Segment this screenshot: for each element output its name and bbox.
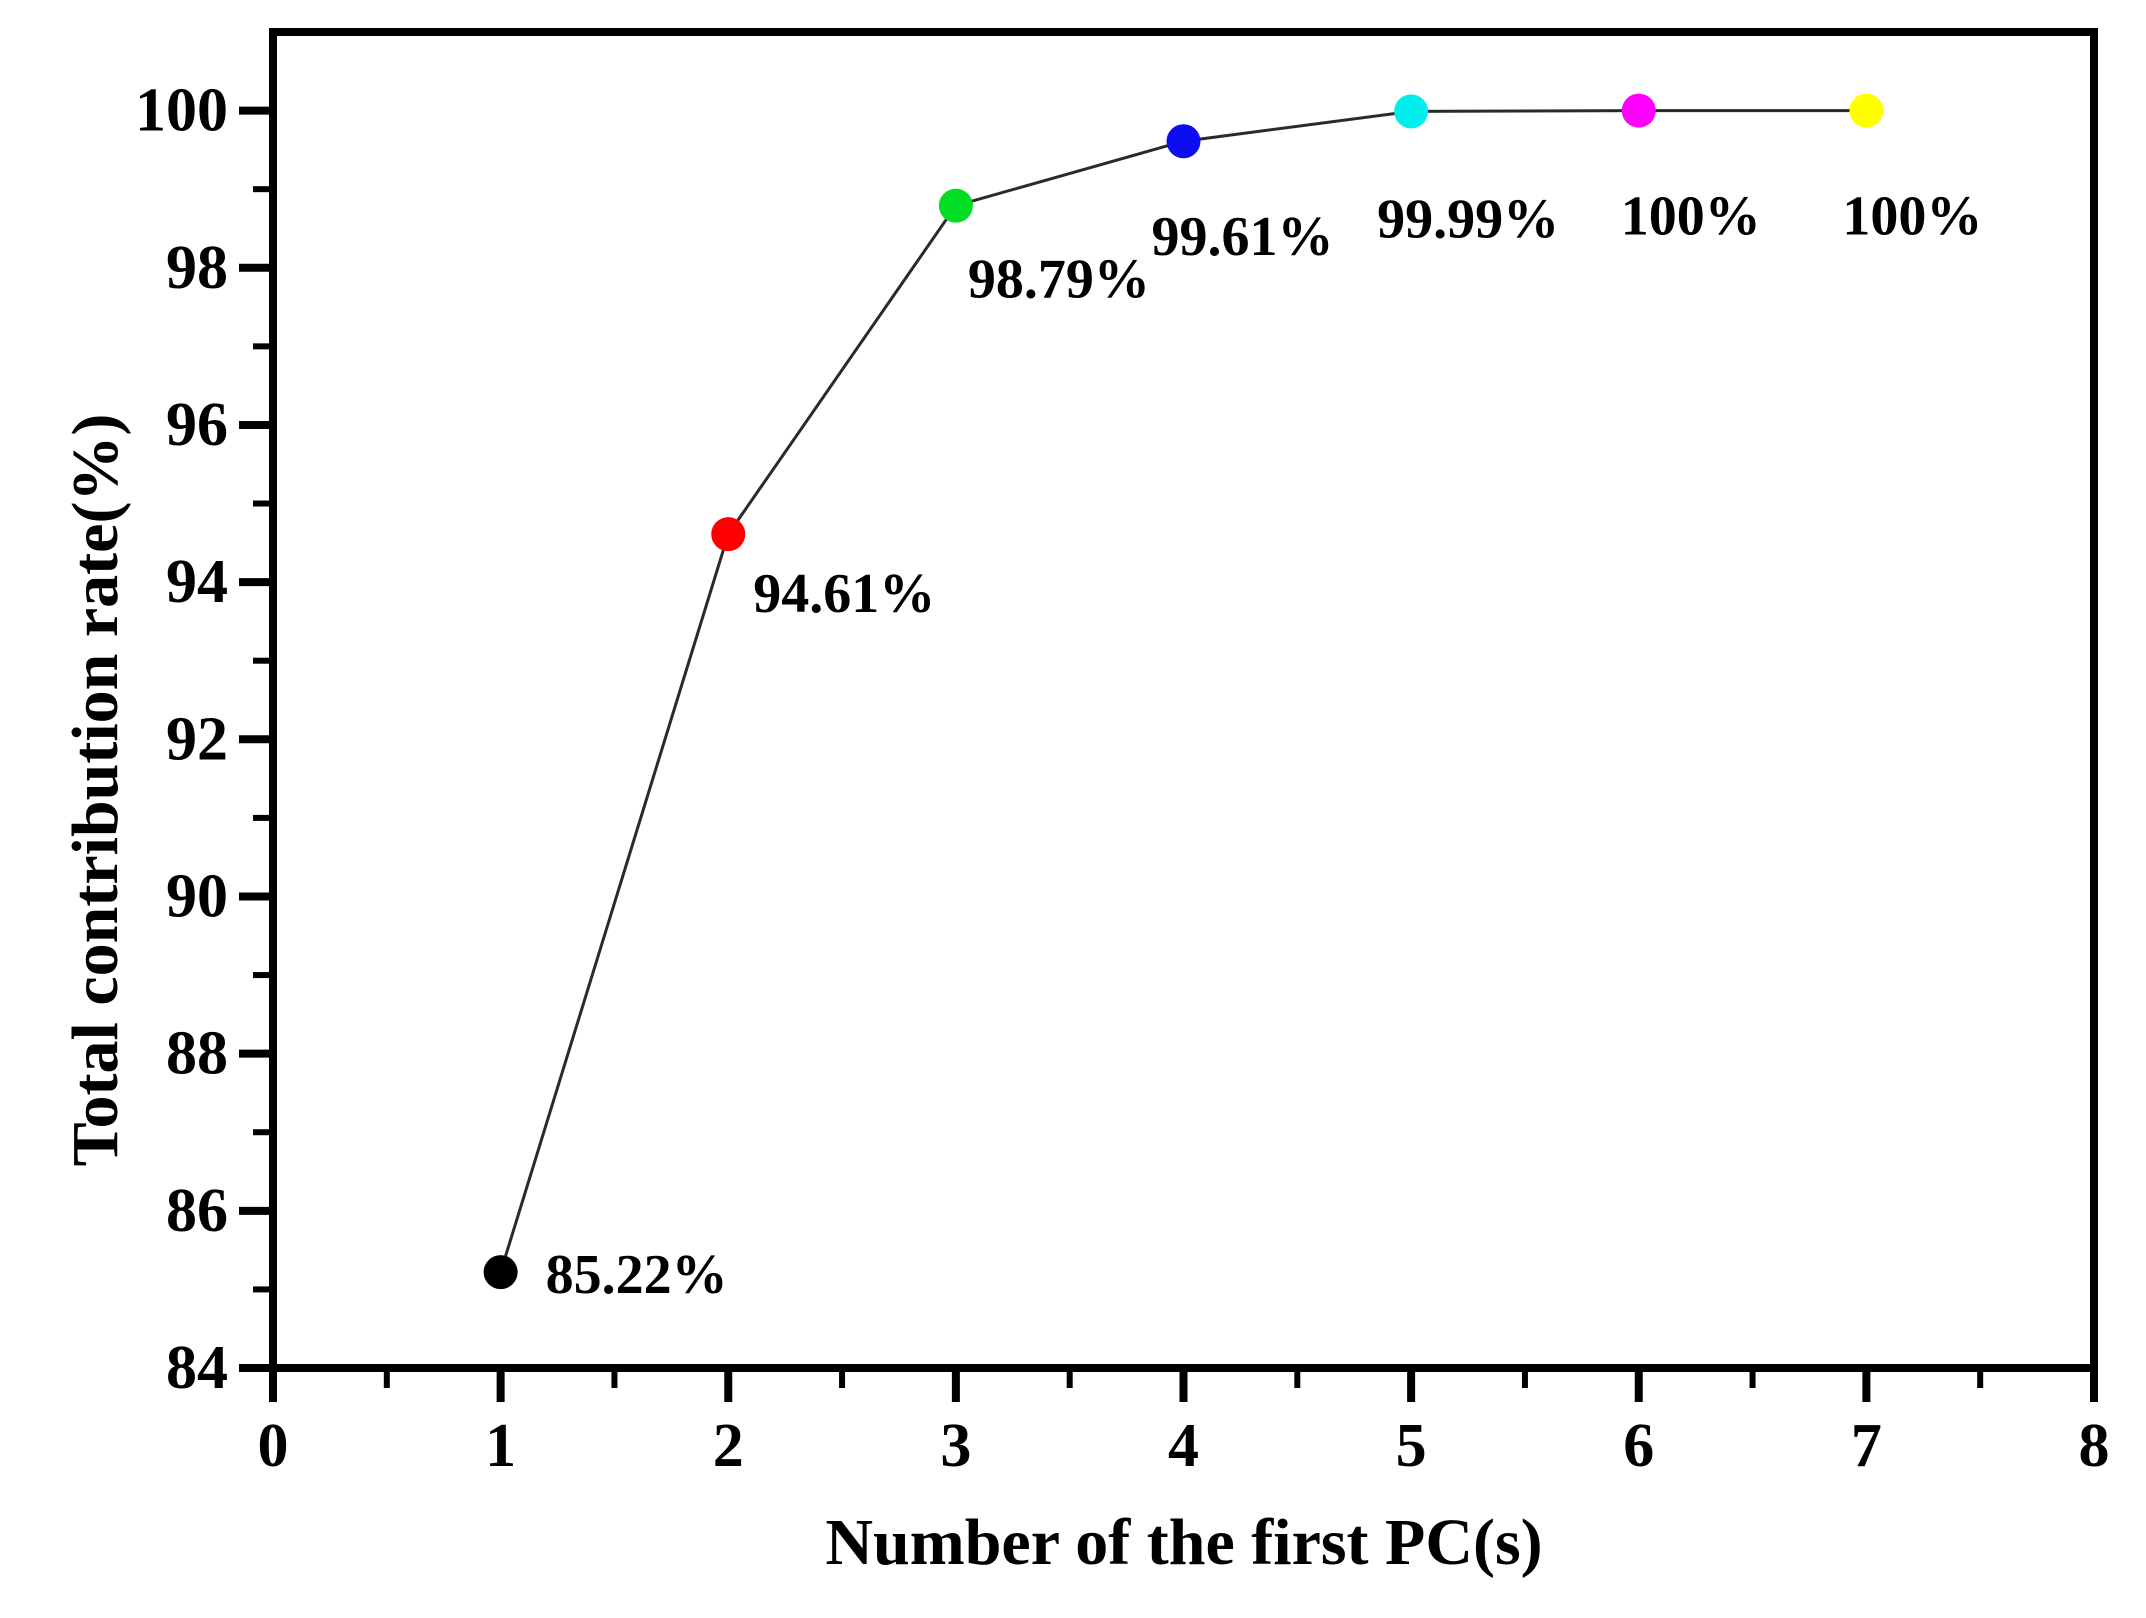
data-point — [1849, 93, 1884, 128]
y-axis-title: Total contribution rate(%) — [59, 413, 132, 1167]
y-tick-label: 100 — [135, 77, 228, 145]
y-tick-label: 96 — [166, 391, 228, 459]
x-axis-title: Number of the first PC(s) — [825, 1506, 1543, 1579]
y-tick-label: 90 — [166, 862, 228, 930]
y-tick-label: 98 — [166, 234, 228, 302]
x-tick-label: 3 — [940, 1412, 971, 1480]
data-point-label: 85.22% — [546, 1244, 728, 1306]
x-tick-label: 8 — [2079, 1412, 2110, 1480]
x-tick-label: 4 — [1168, 1412, 1199, 1480]
data-point — [1394, 94, 1429, 129]
x-tick-label: 7 — [1851, 1412, 1882, 1480]
data-point-label: 94.61% — [753, 563, 935, 625]
data-point — [711, 517, 746, 552]
x-tick-label: 1 — [485, 1412, 516, 1480]
data-line — [499, 109, 1867, 1273]
data-point — [1621, 93, 1656, 128]
x-tick-label: 5 — [1396, 1412, 1427, 1480]
data-point — [938, 188, 973, 223]
y-tick-label: 94 — [166, 548, 228, 616]
x-tick-label: 6 — [1623, 1412, 1654, 1480]
x-tick-label: 2 — [713, 1412, 744, 1480]
y-tick-label: 92 — [166, 705, 228, 773]
y-tick-label: 88 — [166, 1020, 228, 1088]
data-point — [1166, 124, 1201, 159]
data-point — [483, 1255, 518, 1290]
data-point-label: 100% — [1621, 186, 1761, 248]
data-point-label: 98.79% — [968, 249, 1150, 311]
y-tick-label: 86 — [166, 1177, 228, 1245]
data-point-label: 99.61% — [1152, 206, 1334, 268]
plot-frame — [269, 28, 2098, 1372]
y-tick-label: 84 — [166, 1334, 228, 1402]
data-point-label: 99.99% — [1377, 188, 1559, 250]
data-point-label: 100% — [1842, 186, 1982, 248]
x-tick-label: 0 — [258, 1412, 289, 1480]
